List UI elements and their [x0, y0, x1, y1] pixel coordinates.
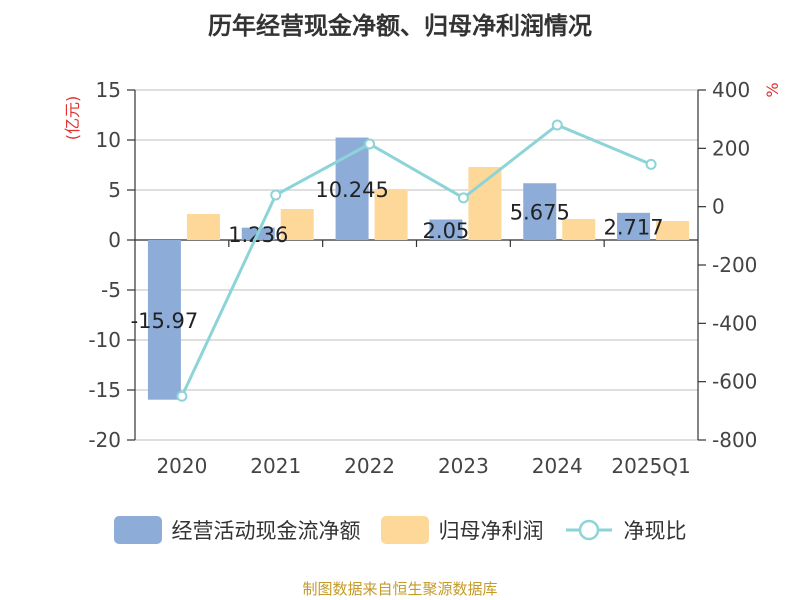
bar-profit — [656, 221, 690, 240]
ratio-point — [457, 192, 469, 204]
legend-label-profit: 归母净利润 — [438, 519, 544, 543]
left-tick-label: 15 — [96, 78, 121, 102]
legend: 经营活动现金流净额 归母净利润 净现比 — [0, 515, 800, 545]
right-tick-label: -200 — [712, 253, 757, 277]
legend-line-marker-icon — [565, 519, 612, 541]
data-label-cash: 10.245 — [315, 178, 388, 202]
left-tick-label: -10 — [88, 328, 121, 352]
right-tick-label: 400 — [712, 78, 750, 102]
ratio-line — [180, 123, 652, 397]
bar-cash — [429, 219, 463, 240]
ratio-point — [645, 158, 657, 170]
legend-item-cash[interactable]: 经营活动现金流净额 — [113, 515, 361, 545]
left-tick-label: 0 — [108, 228, 121, 252]
ratio-point — [270, 189, 282, 201]
data-label-cash: 5.675 — [510, 201, 570, 225]
x-tick-label: 2020 — [156, 454, 207, 478]
x-tick-label: 2024 — [532, 454, 583, 478]
bar-profit — [374, 190, 408, 240]
bar-cash — [147, 240, 181, 400]
x-tick-label: 2021 — [250, 454, 301, 478]
right-tick-label: -800 — [712, 428, 757, 452]
legend-swatch-cash — [113, 516, 162, 544]
left-tick-label: -15 — [88, 378, 121, 402]
ratio-point — [364, 138, 376, 150]
bar-profit — [468, 167, 502, 240]
right-tick-label: 200 — [712, 136, 750, 160]
right-axis-unit: % — [763, 82, 782, 97]
left-axis-unit: (亿元) — [63, 96, 82, 141]
bar-profit — [186, 214, 220, 240]
ratio-point — [176, 390, 188, 402]
bar-cash — [617, 212, 651, 240]
legend-item-ratio[interactable]: 净现比 — [564, 515, 687, 545]
legend-label-ratio: 净现比 — [623, 519, 687, 543]
right-tick-label: 0 — [712, 195, 725, 219]
right-tick-label: -600 — [712, 370, 757, 394]
bar-cash — [523, 183, 557, 240]
bar-profit — [280, 209, 314, 240]
x-tick-label: 2022 — [344, 454, 395, 478]
x-tick-label: 2023 — [438, 454, 489, 478]
data-label-cash: -15.97 — [131, 309, 199, 333]
bar-profit — [562, 219, 596, 240]
x-tick-label: 2025Q1 — [611, 454, 690, 478]
right-tick-label: -400 — [712, 311, 757, 335]
chart-title: 历年经营现金净额、归母净利润情况 — [208, 12, 592, 40]
left-tick-label: 10 — [96, 128, 121, 152]
data-label-cash: 2.05 — [423, 219, 470, 243]
data-label-cash: 2.717 — [604, 215, 664, 239]
ratio-point — [551, 119, 563, 131]
left-tick-label: 5 — [108, 178, 121, 202]
left-tick-label: -20 — [88, 428, 121, 452]
source-note: 制图数据来自恒生聚源数据库 — [302, 580, 498, 598]
legend-label-cash: 经营活动现金流净额 — [171, 519, 361, 543]
legend-item-profit[interactable]: 归母净利润 — [380, 515, 544, 545]
legend-swatch-profit — [380, 516, 429, 544]
left-tick-label: -5 — [101, 278, 121, 302]
